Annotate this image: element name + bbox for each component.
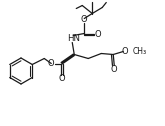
Text: CH₃: CH₃	[132, 47, 146, 56]
Text: HN: HN	[67, 34, 80, 43]
Text: O: O	[110, 65, 117, 74]
Text: O: O	[59, 74, 66, 83]
Text: O: O	[122, 47, 129, 56]
Text: O: O	[81, 14, 88, 24]
Text: O: O	[48, 59, 55, 68]
Text: O: O	[94, 30, 101, 39]
